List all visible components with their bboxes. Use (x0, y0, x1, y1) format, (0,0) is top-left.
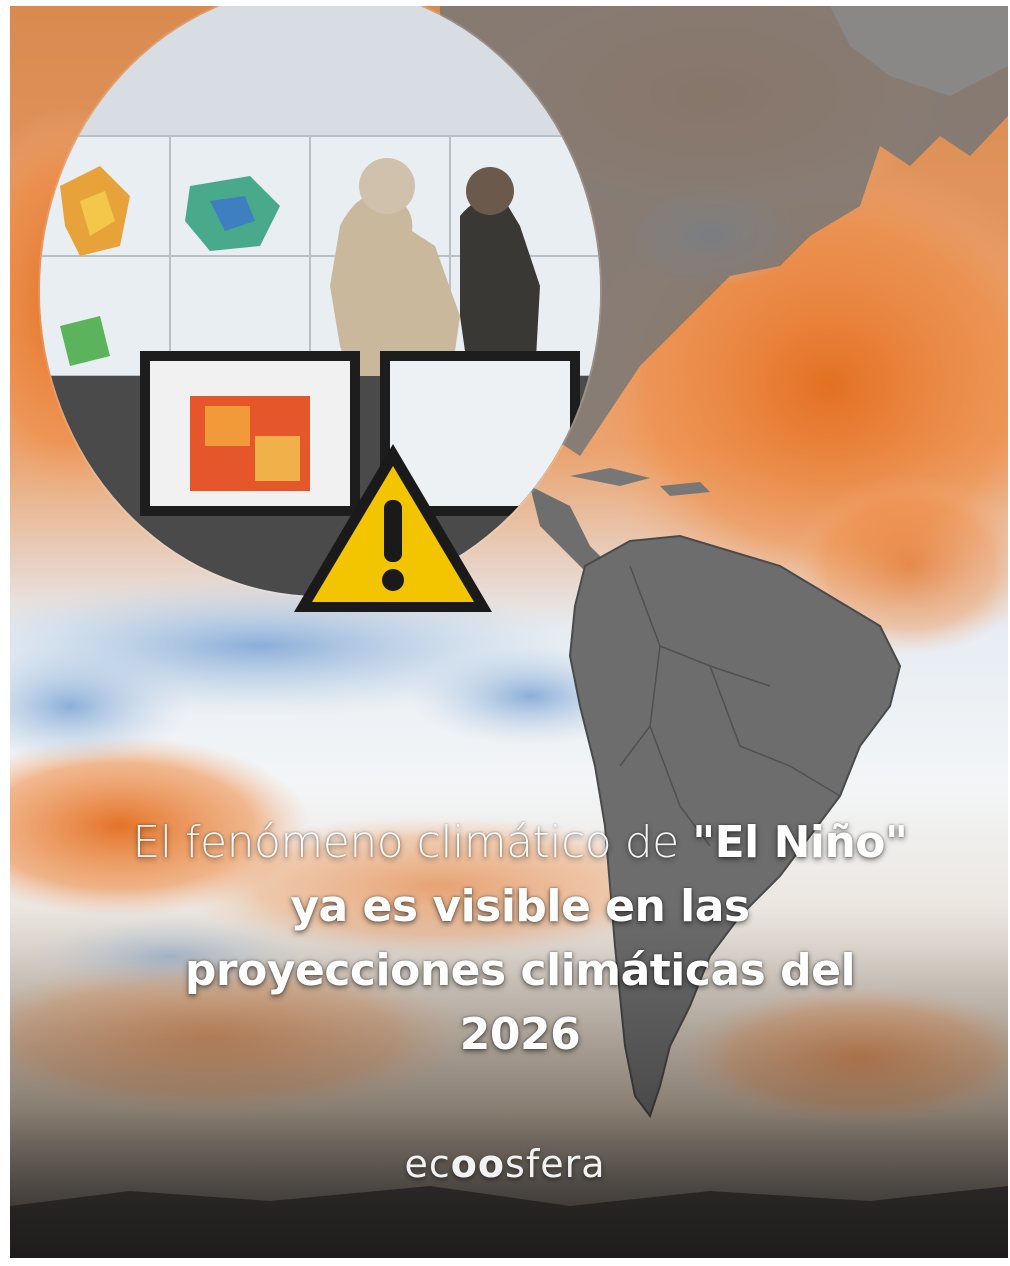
brand-text-mid: oo (450, 1142, 506, 1186)
brand-text-pre: ec (404, 1142, 451, 1186)
monitoring-room-photo (40, 6, 600, 596)
person-right (460, 198, 540, 386)
warning-triangle-icon (294, 444, 492, 612)
headline-part-1: El fenómeno climático de (132, 817, 693, 868)
brand-text-post: sfera (505, 1142, 606, 1186)
headline: El fenómeno climático de "El Niño" ya es… (130, 811, 910, 1067)
poster: El fenómeno climático de "El Niño" ya es… (10, 6, 1008, 1258)
brand-logo: ecoosfera (0, 1142, 1010, 1186)
headline-part-2: "El Niño" ya es visible en las proyeccio… (184, 817, 908, 1060)
